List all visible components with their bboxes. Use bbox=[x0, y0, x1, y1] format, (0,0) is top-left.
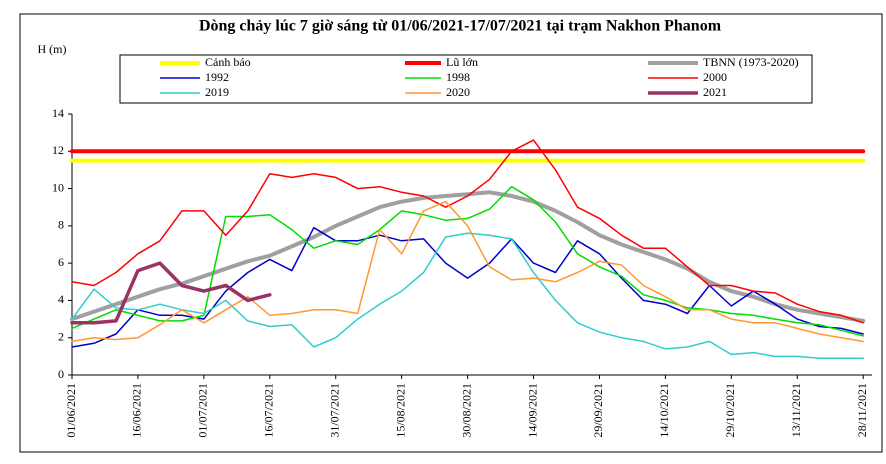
legend-label: Cảnh báo bbox=[205, 55, 251, 69]
y-axis-label: H (m) bbox=[38, 42, 67, 56]
legend-label: TBNN (1973-2020) bbox=[703, 55, 799, 69]
x-tick-label: 29/10/2021 bbox=[723, 383, 737, 438]
y-tick-label: 4 bbox=[58, 292, 64, 306]
series-line bbox=[71, 139, 864, 324]
x-tick-label: 01/07/2021 bbox=[196, 383, 210, 438]
legend-label: 2019 bbox=[205, 85, 229, 99]
y-tick-label: 14 bbox=[52, 106, 64, 120]
y-tick-label: 0 bbox=[58, 367, 64, 381]
x-tick-label: 15/08/2021 bbox=[393, 383, 407, 438]
series-line bbox=[70, 190, 866, 323]
x-tick-label: 16/07/2021 bbox=[262, 383, 276, 438]
legend-label: Lũ lớn bbox=[446, 55, 478, 69]
y-tick-label: 2 bbox=[58, 329, 64, 343]
series-line bbox=[71, 226, 864, 348]
y-tick-label: 10 bbox=[52, 180, 64, 194]
x-tick-label: 30/08/2021 bbox=[459, 383, 473, 438]
legend-label: 2021 bbox=[703, 85, 727, 99]
series-line bbox=[71, 232, 864, 359]
x-tick-label: 14/09/2021 bbox=[525, 383, 539, 438]
legend-label: 2000 bbox=[703, 70, 727, 84]
y-tick-label: 12 bbox=[52, 143, 64, 157]
x-tick-label: 16/06/2021 bbox=[130, 383, 144, 438]
x-tick-label: 28/11/2021 bbox=[855, 383, 869, 437]
x-tick-label: 14/10/2021 bbox=[657, 383, 671, 438]
legend-label: 2020 bbox=[446, 85, 470, 99]
series-line bbox=[70, 261, 272, 325]
y-tick-label: 8 bbox=[58, 218, 64, 232]
x-tick-label: 13/11/2021 bbox=[789, 383, 803, 437]
chart-title: Dòng chảy lúc 7 giờ sáng từ 01/06/2021-1… bbox=[199, 18, 722, 35]
x-tick-label: 29/09/2021 bbox=[591, 383, 605, 438]
series-line bbox=[71, 200, 864, 343]
legend-label: 1998 bbox=[446, 70, 470, 84]
series-line bbox=[71, 185, 864, 337]
y-tick-label: 6 bbox=[58, 255, 64, 269]
x-tick-label: 01/06/2021 bbox=[64, 383, 78, 438]
x-tick-label: 31/07/2021 bbox=[327, 383, 341, 438]
legend-label: 1992 bbox=[205, 70, 229, 84]
